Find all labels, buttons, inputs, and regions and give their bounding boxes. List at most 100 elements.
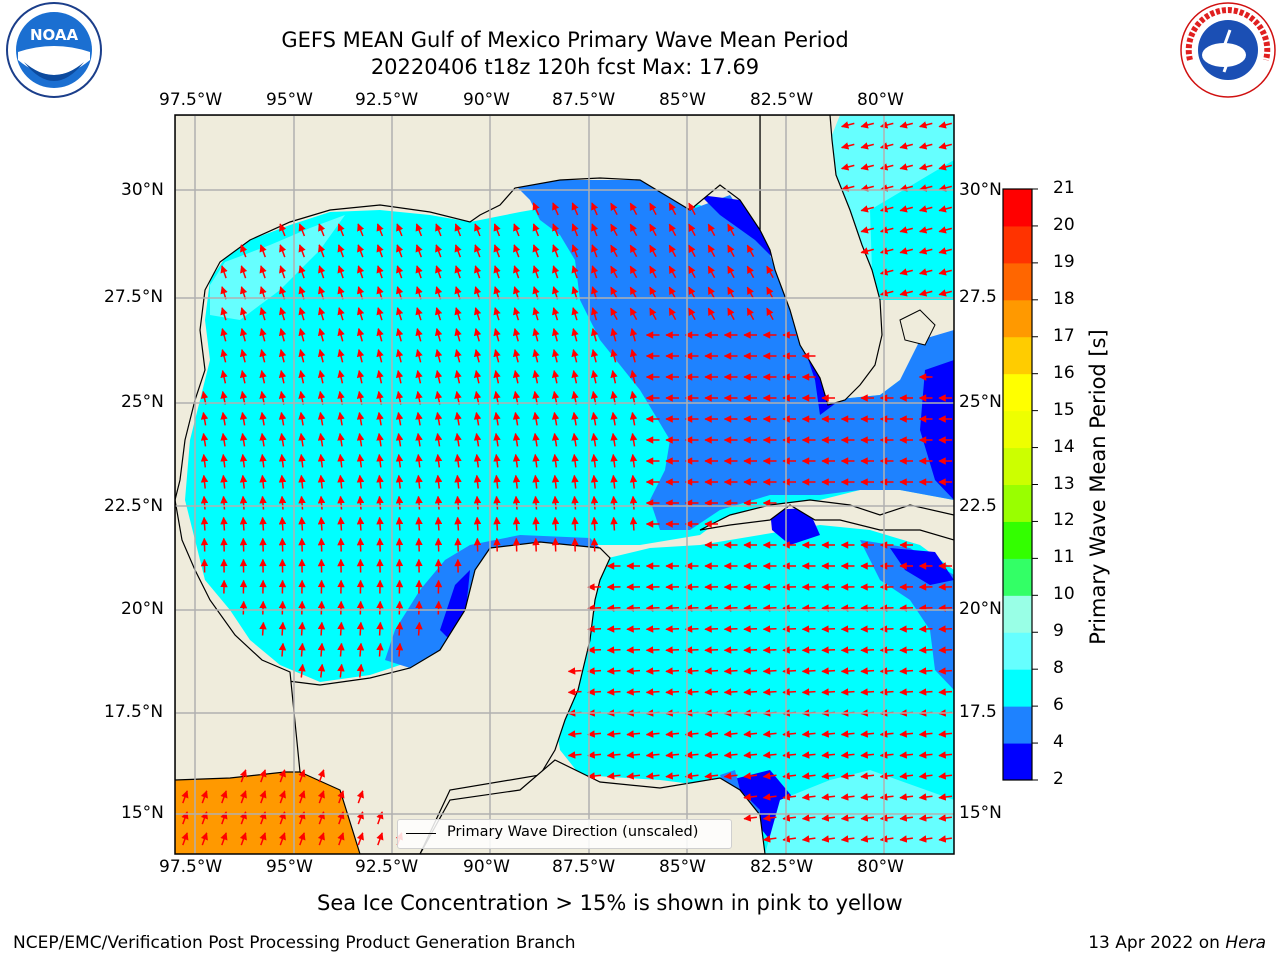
wave-arrow: [454, 411, 462, 426]
wave-arrow: [590, 432, 599, 447]
wave-arrow: [707, 223, 716, 237]
wave-arrow: [493, 474, 501, 489]
wave-arrow: [938, 646, 953, 654]
wave-arrow: [649, 223, 657, 237]
lon-label-bottom-87.5w: 87.5°W: [552, 857, 616, 877]
lon-label-bottom-97.5w: 97.5°W: [159, 857, 223, 877]
wave-arrow: [278, 474, 287, 489]
wave-arrow: [665, 646, 680, 654]
wave-arrow: [278, 307, 287, 321]
wave-arrow: [337, 369, 345, 384]
sw-caribbean-light: [765, 770, 954, 854]
wave-arrow: [415, 223, 423, 237]
wave-arrow: [743, 772, 758, 780]
wave-arrow: [938, 205, 952, 213]
colorbar-label: Primary Wave Mean Period [s]: [1086, 329, 1110, 645]
wave-arrow: [532, 474, 540, 489]
colorbar-segment: [1003, 299, 1032, 338]
wave-arrow: [200, 432, 209, 447]
wave-arrow: [704, 751, 719, 759]
wave-arrow: [723, 751, 738, 759]
wave-arrow: [395, 369, 404, 384]
wave-arrow: [181, 832, 189, 846]
wave-arrow: [821, 751, 836, 759]
lon-label-bottom-92.5w: 92.5°W: [355, 857, 419, 877]
wave-direction-arrows: [181, 121, 953, 846]
wave-arrow: [860, 121, 874, 129]
wave-arrow: [435, 286, 443, 300]
wave-arrow: [278, 453, 287, 468]
wave-arrow: [532, 411, 540, 426]
map-title: GEFS MEAN Gulf of Mexico Primary Wave Me…: [281, 28, 849, 52]
wave-arrow: [629, 432, 638, 447]
wave-arrow: [278, 369, 287, 384]
wave-arrow: [918, 793, 933, 801]
wave-arrow: [220, 474, 228, 489]
wave-arrow: [415, 244, 423, 258]
wave-arrow: [532, 307, 540, 321]
wave-arrow: [649, 244, 657, 258]
wave-arrow: [629, 453, 638, 468]
wave-arrow: [821, 814, 835, 822]
wave-arrow: [918, 142, 933, 150]
map-legend: Primary Wave Direction (unscaled): [397, 819, 732, 849]
wave-arrow: [606, 688, 621, 696]
wave-arrow: [590, 307, 599, 321]
wave-arrow: [707, 307, 716, 321]
wave-arrow: [473, 369, 482, 384]
wave-arrow: [356, 327, 365, 342]
wave-arrow: [356, 516, 365, 531]
wave-arrow: [743, 730, 758, 738]
wave-arrow: [782, 688, 797, 696]
lon-label-bottom-82.5w: 82.5°W: [750, 857, 814, 877]
wave-arrow: [220, 432, 228, 447]
wave-arrow: [552, 286, 560, 300]
wave-arrow: [840, 730, 855, 738]
wave-arrow: [376, 516, 384, 531]
wave-arrow: [435, 265, 443, 279]
wave-arrow: [239, 474, 248, 489]
wave-arrow: [317, 348, 326, 363]
wave-arrow: [587, 646, 602, 654]
wave-arrow: [899, 268, 913, 276]
wave-arrow: [376, 348, 384, 363]
colorbar-segment: [1003, 373, 1032, 412]
wave-arrow: [551, 327, 560, 342]
wave-arrow: [493, 286, 501, 300]
wave-arrow: [259, 832, 267, 846]
wave-arrow: [434, 327, 443, 342]
wave-arrow: [395, 432, 404, 447]
wave-arrow: [571, 516, 579, 531]
wave-arrow: [337, 453, 345, 468]
wave-arrow: [278, 642, 287, 657]
wave-arrow: [317, 769, 325, 783]
wave-arrow: [610, 265, 618, 279]
wave-arrow: [688, 307, 696, 321]
wave-arrow: [688, 223, 696, 237]
wave-arrow: [860, 646, 875, 654]
wave-arrow: [571, 265, 579, 279]
wave-arrow: [606, 667, 621, 675]
wave-arrow: [727, 286, 735, 300]
graticule: [175, 115, 954, 854]
wave-arrow: [337, 495, 345, 510]
wave-arrow: [220, 453, 228, 468]
cuba-land: [699, 499, 954, 541]
wave-arrow: [918, 163, 933, 171]
wave-arrow: [938, 835, 953, 843]
wave-arrow: [727, 244, 735, 258]
wave-arrow: [493, 348, 501, 363]
wave-arrow: [591, 223, 599, 237]
wave-arrow: [337, 411, 345, 426]
colorbar-tick-label: 14: [1053, 436, 1075, 457]
wave-arrow: [899, 667, 914, 675]
wave-arrow: [298, 832, 306, 846]
wave-arrow: [454, 286, 462, 300]
wave-arrow: [688, 244, 696, 258]
wave-arrow: [356, 411, 365, 426]
wave-arrow: [513, 265, 521, 279]
wave-arrow: [298, 348, 306, 363]
wave-arrow: [762, 751, 777, 759]
wave-arrow: [415, 432, 423, 447]
wave-arrow: [298, 265, 306, 279]
